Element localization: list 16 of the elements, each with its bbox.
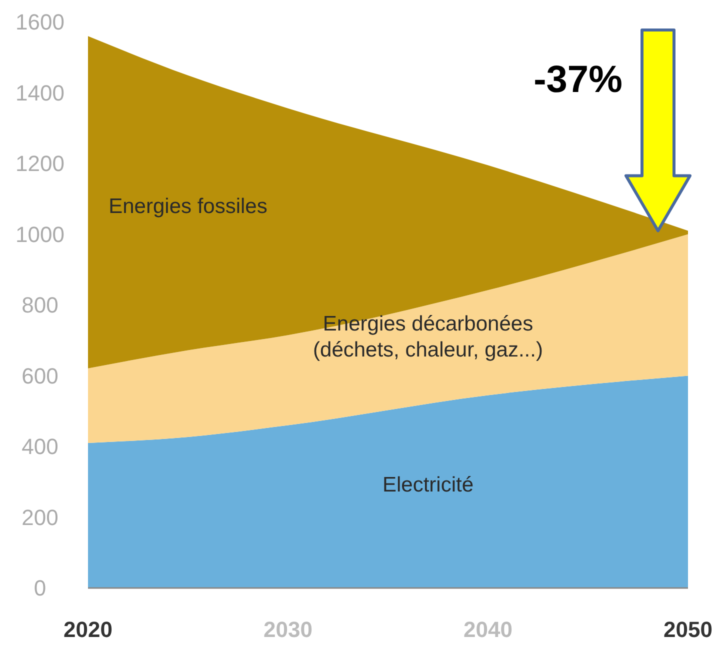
x-tick-label: 2040 (464, 617, 512, 642)
annotation: -37% (534, 59, 622, 101)
y-tick-label: 1000 (16, 222, 64, 247)
y-tick-label: 400 (22, 434, 58, 460)
x-tick-label: 2050 (664, 617, 712, 642)
x-tick-label: 2030 (264, 617, 312, 642)
y-tick-label: 1600 (16, 10, 64, 35)
y-tick-label: 1200 (16, 151, 64, 176)
y-tick-label: 0 (34, 576, 46, 601)
y-tick-label: 800 (22, 292, 58, 318)
y-tick-label: 200 (22, 504, 58, 530)
series-label: Energies fossiles (108, 194, 268, 218)
y-tick-label: 600 (22, 363, 58, 388)
y-tick-label: 1400 (16, 80, 64, 106)
series-label: Energies décarbonées (déchets, chaleur, gaz...) (313, 312, 543, 362)
x-tick-label: 2020 (64, 617, 112, 642)
